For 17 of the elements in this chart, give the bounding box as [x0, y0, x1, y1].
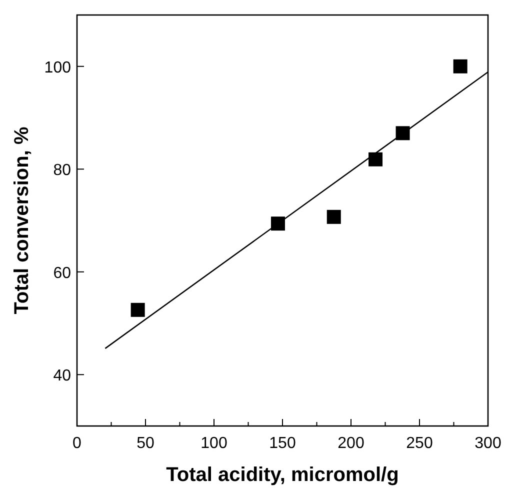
y-tick-label: 100 — [44, 59, 72, 76]
x-tick-label: 50 — [136, 435, 154, 452]
x-axis-title: Total acidity, micromol/g — [166, 464, 399, 486]
x-tick-label: 0 — [72, 435, 82, 452]
y-tick-label: 40 — [53, 368, 72, 385]
x-tick-label: 150 — [269, 435, 296, 452]
point — [130, 302, 145, 317]
y-tick-label: 80 — [53, 162, 72, 180]
x-tick-label: 200 — [338, 435, 364, 452]
y-tick-label: 60 — [53, 264, 72, 282]
point — [453, 59, 468, 74]
point — [368, 152, 383, 166]
y-axis-title: Total conversion, % — [11, 126, 33, 314]
x-tick-label: 100 — [200, 435, 228, 452]
point — [326, 210, 341, 224]
x-tick-label: 300 — [474, 435, 502, 452]
x-tick-label: 250 — [406, 435, 433, 452]
